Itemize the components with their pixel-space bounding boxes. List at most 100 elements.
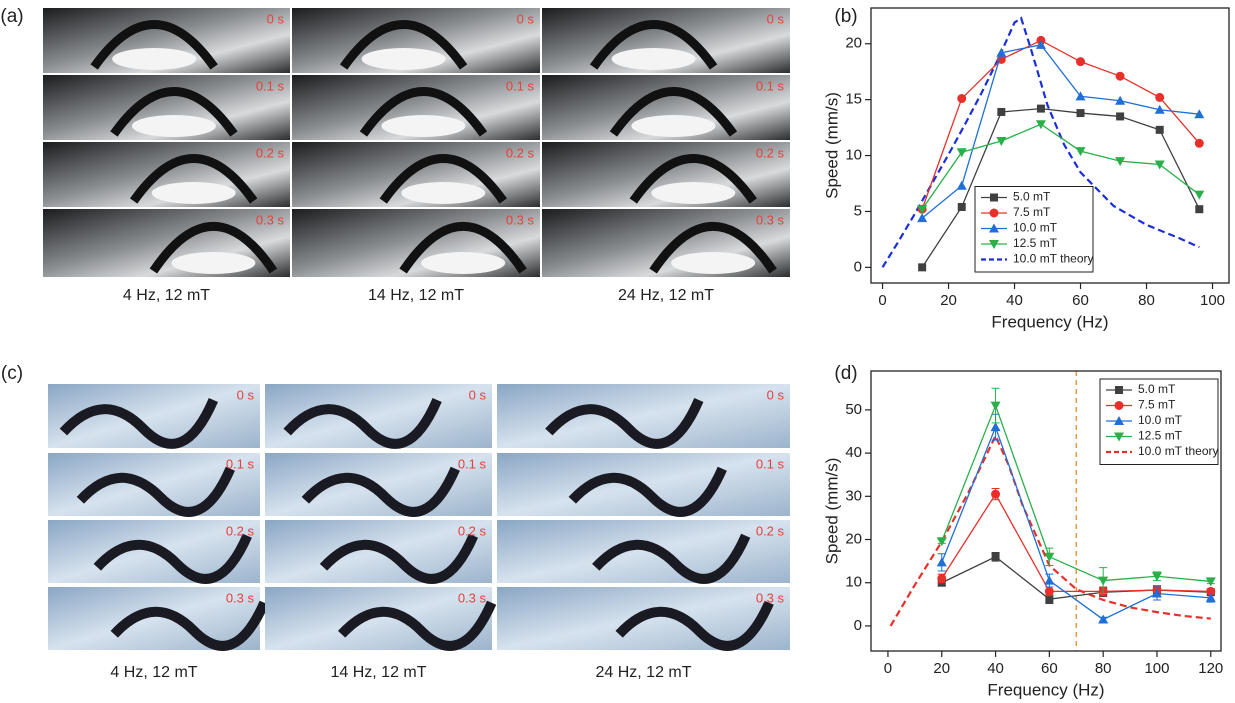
y-tick-label: 10 [845, 574, 862, 591]
y-tick-label: 5 [854, 202, 862, 219]
series-line [921, 123, 1200, 210]
series-line [941, 403, 1211, 583]
time-label: 0 s [767, 11, 785, 26]
photo-reflection [631, 115, 716, 137]
series-line [921, 44, 1200, 219]
series-line [921, 107, 1200, 268]
marker [1195, 205, 1204, 214]
time-label: 0.3 s [458, 590, 487, 605]
marker [990, 401, 1001, 411]
photo-reflection [171, 252, 256, 274]
time-label: 0.2 s [756, 145, 785, 160]
photo-object [339, 20, 468, 70]
photo-object [609, 87, 738, 137]
x-tick-label: 20 [933, 660, 950, 677]
photo-object [337, 600, 497, 651]
marker [1115, 71, 1125, 81]
caption: 14 Hz, 12 mT [330, 664, 426, 681]
photo-reflection [671, 252, 756, 274]
photo-object [615, 600, 774, 651]
photo-object [90, 20, 218, 70]
legend-marker [990, 193, 998, 202]
photo-reflection [131, 115, 216, 137]
caption: 4 Hz, 12 mT [123, 287, 210, 304]
marker [1194, 190, 1205, 200]
y-tick-label: 0 [854, 617, 862, 634]
y-tick-label: 10 [845, 147, 862, 164]
photo-object [629, 154, 757, 204]
x-axis-title: Frequency (Hz) [987, 680, 1104, 699]
x-tick-label: 40 [1006, 292, 1023, 309]
legend-marker [1114, 401, 1124, 410]
time-label: 0.2 s [226, 523, 255, 538]
x-tick-label: 60 [1041, 660, 1058, 677]
series-line [941, 492, 1211, 593]
marker [1194, 109, 1205, 119]
marker [991, 552, 1000, 561]
x-tick-label: 120 [1198, 660, 1223, 677]
x-tick-label: 60 [1072, 292, 1089, 309]
time-label: 0 s [237, 387, 255, 402]
y-tick-label: 20 [845, 530, 862, 547]
panel-label: (a) [0, 6, 23, 27]
marker [957, 94, 967, 104]
photo-object [379, 154, 507, 204]
panel-label: (c) [1, 363, 23, 384]
time-label: 0 s [267, 11, 285, 26]
caption: 14 Hz, 12 mT [368, 287, 464, 304]
photo-object [110, 600, 269, 651]
photo-object [592, 533, 751, 584]
y-tick-label: 40 [845, 444, 862, 461]
photo-reflection [112, 48, 197, 70]
legend-label: 12.5 mT [1138, 429, 1183, 443]
theory-line [889, 433, 1211, 627]
marker [1044, 586, 1054, 596]
photo-object [301, 466, 460, 517]
y-tick-label: 30 [845, 487, 862, 504]
panel-label: (d) [834, 363, 857, 384]
photo-object [110, 87, 238, 137]
time-label: 0.3 s [256, 212, 285, 227]
caption: 24 Hz, 12 mT [595, 664, 691, 681]
plot-frame [870, 370, 1222, 652]
legend-label: 12.5 mT [1013, 236, 1058, 250]
legend-label: 10.0 mT [1138, 413, 1183, 427]
marker [1036, 104, 1045, 113]
x-tick-label: 0 [884, 660, 892, 677]
time-label: 0.1 s [756, 78, 785, 93]
time-label: 0 s [469, 387, 487, 402]
legend-marker [989, 223, 999, 233]
marker [996, 137, 1007, 147]
photo-object [568, 466, 727, 517]
marker [917, 213, 928, 223]
marker [1115, 95, 1126, 105]
marker [1075, 147, 1086, 157]
marker [936, 537, 947, 547]
photo-object [359, 87, 488, 137]
time-label: 0.3 s [226, 590, 255, 605]
time-label: 0.1 s [458, 456, 487, 471]
time-label: 0 s [517, 11, 535, 26]
photo-object [59, 398, 218, 449]
time-label: 0 s [767, 387, 785, 402]
marker [1205, 577, 1216, 587]
x-tick-label: 0 [878, 292, 886, 309]
time-label: 0.1 s [756, 456, 785, 471]
legend-label: 5.0 mT [1013, 190, 1051, 204]
legend-label: 10.0 mT theory [1013, 252, 1093, 266]
y-tick-label: 0 [854, 258, 862, 275]
photo-object [149, 221, 278, 274]
marker [1075, 91, 1086, 101]
legend-label: 10.0 mT [1013, 221, 1058, 235]
time-label: 0.2 s [506, 145, 535, 160]
marker [997, 107, 1006, 116]
marker [1035, 120, 1046, 130]
marker [1044, 575, 1055, 585]
legend-label: 10.0 mT theory [1138, 444, 1218, 458]
marker [1205, 592, 1216, 602]
legend-label: 7.5 mT [1013, 205, 1051, 219]
photo-frame [497, 520, 790, 583]
time-label: 0.2 s [756, 523, 785, 538]
legend-marker [989, 208, 999, 218]
